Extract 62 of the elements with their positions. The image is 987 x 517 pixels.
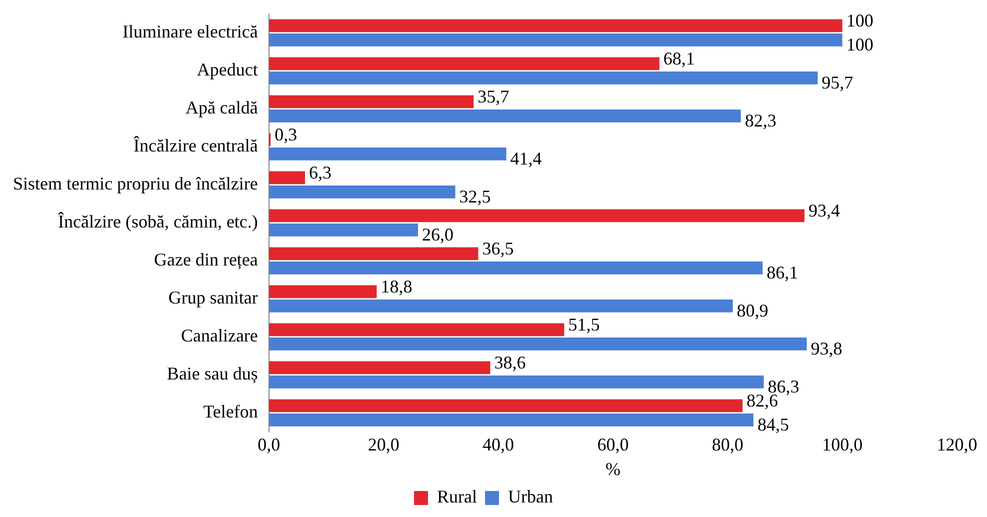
y-tick-label: Telefon xyxy=(203,402,258,422)
x-tick-label: 0,0 xyxy=(258,434,280,454)
bar xyxy=(268,300,733,312)
legend-label: Rural xyxy=(437,486,478,507)
bar xyxy=(268,148,506,160)
data-label: 100 xyxy=(846,10,874,30)
data-label: 93,8 xyxy=(810,338,842,359)
x-tick-label: 60,0 xyxy=(597,434,629,454)
data-label: 100 xyxy=(846,34,874,55)
legend-label: Urban xyxy=(508,486,553,507)
data-label: 93,4 xyxy=(808,200,840,220)
y-tick-label: Grup sanitar xyxy=(168,288,258,308)
bar xyxy=(268,262,763,274)
x-tick-label: 40,0 xyxy=(482,434,514,454)
x-tick-label: 20,0 xyxy=(368,434,400,454)
y-tick-label: Încălzire centrală xyxy=(134,136,258,156)
data-label: 32,5 xyxy=(459,186,491,207)
y-tick-label: Baie sau duș xyxy=(166,364,258,384)
y-tick-label: Apeduct xyxy=(196,60,258,80)
bar xyxy=(268,338,807,350)
bar xyxy=(268,171,306,184)
bar xyxy=(268,376,764,388)
x-tick-label: 120,0 xyxy=(936,434,978,454)
bar xyxy=(268,323,564,336)
y-tick-label: Încălzire (sobă, cămin, etc.) xyxy=(58,212,258,232)
data-label: 18,8 xyxy=(380,276,412,296)
bar xyxy=(268,186,456,198)
data-label: 95,7 xyxy=(822,72,854,93)
y-tick-label: Iluminare electrică xyxy=(122,22,258,42)
data-label: 6,3 xyxy=(309,162,332,182)
bar xyxy=(268,57,660,70)
bar xyxy=(268,247,478,260)
data-label: 80,9 xyxy=(736,300,768,321)
bar xyxy=(268,224,418,236)
bar xyxy=(268,95,474,108)
x-tick-label: 80,0 xyxy=(712,434,744,454)
x-tick-label: 100,0 xyxy=(822,434,863,454)
bar xyxy=(268,285,377,298)
data-label: 82,3 xyxy=(744,110,776,131)
y-tick-label: Apă caldă xyxy=(185,98,258,118)
y-tick-label: Gaze din rețea xyxy=(154,250,258,270)
y-tick-label: Sistem termic propriu de încălzire xyxy=(12,174,258,194)
data-label: 86,1 xyxy=(766,262,798,283)
data-label: 38,6 xyxy=(494,352,526,372)
bar xyxy=(268,209,804,222)
bar xyxy=(268,19,842,32)
bar xyxy=(268,414,754,426)
bar xyxy=(268,72,818,84)
data-label: 41,4 xyxy=(510,148,542,169)
bar xyxy=(268,110,741,122)
data-label: 35,7 xyxy=(478,86,510,106)
data-label: 51,5 xyxy=(568,314,600,334)
data-label: 36,5 xyxy=(482,238,514,258)
bar xyxy=(268,34,842,46)
x-axis-title: % xyxy=(605,458,620,479)
bar xyxy=(268,399,743,412)
y-tick-label: Canalizare xyxy=(180,326,258,346)
data-label: 68,1 xyxy=(663,48,695,68)
data-label: 0,3 xyxy=(274,124,298,144)
bar xyxy=(268,361,490,374)
data-label: 84,5 xyxy=(757,414,789,435)
data-label: 26,0 xyxy=(422,224,454,245)
